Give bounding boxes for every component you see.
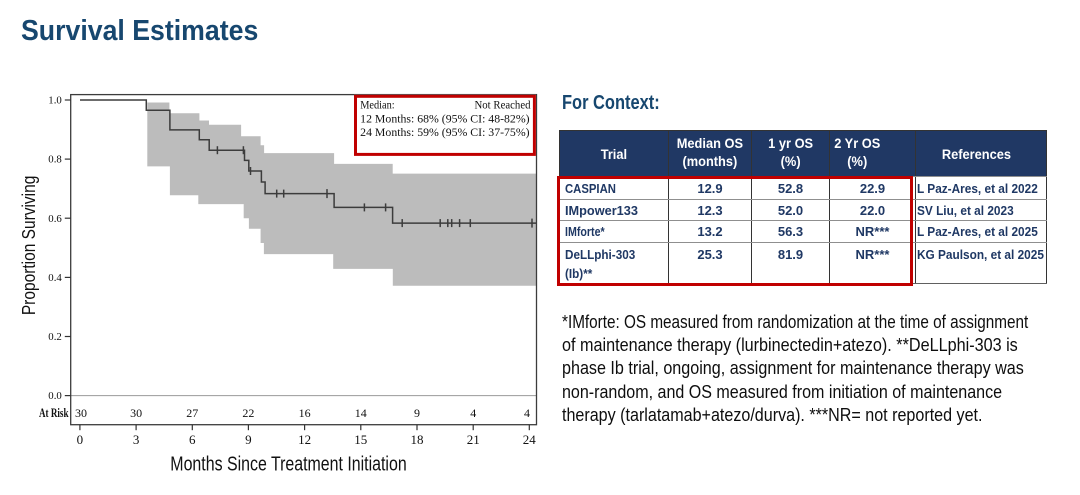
svg-text:0: 0 [77,432,84,447]
svg-text:4: 4 [524,406,530,420]
svg-text:24: 24 [523,432,537,447]
svg-text:18: 18 [411,432,424,447]
svg-text:15: 15 [354,432,367,447]
svg-text:Not Reached: Not Reached [475,100,531,112]
svg-text:0.4: 0.4 [48,272,62,284]
svg-text:14: 14 [355,406,367,420]
svg-text:22: 22 [242,406,254,420]
svg-text:16: 16 [299,406,311,420]
svg-text:6: 6 [189,432,196,447]
svg-text:Months Since Treatment Initiat: Months Since Treatment Initiation [170,452,406,475]
svg-text:Median:: Median: [360,100,395,112]
svg-text:24 Months: 59% (95% CI: 37-75: 24 Months: 59% (95% CI: 37-75%) [360,127,530,139]
svg-text:Proportion Surviving: Proportion Surviving [18,176,39,316]
svg-text:0.2: 0.2 [48,331,62,343]
svg-text:12: 12 [298,432,311,447]
svg-text:9: 9 [414,406,420,420]
svg-text:3: 3 [133,432,140,447]
svg-text:27: 27 [186,406,198,420]
svg-text:At Risk: At Risk [39,406,69,420]
svg-text:0.8: 0.8 [48,154,62,166]
svg-text:12 Months: 68% (95% CI: 48-82: 12 Months: 68% (95% CI: 48-82%) [360,113,530,125]
svg-text:9: 9 [245,432,252,447]
svg-text:1.0: 1.0 [48,95,62,107]
svg-text:30: 30 [130,406,142,420]
svg-text:21: 21 [467,432,480,447]
svg-text:0.0: 0.0 [48,390,62,402]
svg-text:0.6: 0.6 [48,213,62,225]
svg-text:4: 4 [470,406,476,420]
svg-text:30: 30 [75,406,87,420]
